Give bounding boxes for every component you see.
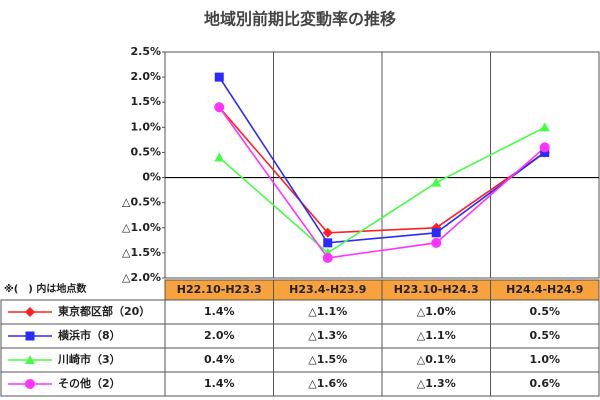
chart-title: 地域別前期比変動率の推移 [204,10,396,29]
point [540,147,550,157]
table-cell: 0.4% [204,353,235,366]
point [322,227,333,238]
y-tick-label: 2.0% [130,70,161,83]
point [431,228,441,238]
point [214,72,224,82]
table-cell: 1.4% [204,305,235,318]
legend-label: その他（2） [58,376,121,390]
point [431,177,442,187]
legend-label: 横浜市（8） [58,328,121,342]
point [431,237,442,248]
point [25,307,35,317]
series-line [218,76,546,244]
table-cell: 1.4% [204,377,235,390]
table-cell: △1.3% [417,377,456,390]
x-tick-label: H23.10-H24.3 [394,283,479,296]
y-tick-label: 0.5% [130,145,161,158]
series-line [218,106,546,234]
point [25,379,35,389]
table-cell: △1.0% [417,305,456,318]
point [322,252,333,263]
point [323,238,333,248]
series-line [218,106,546,259]
x-tick-label: H23.4-H23.9 [289,283,366,296]
x-tick-label: H24.4-H24.9 [506,283,583,296]
point [539,122,550,132]
table-cell: 0.5% [529,329,560,342]
table-cell: △1.3% [308,329,347,342]
table-cell: 1.0% [529,353,560,366]
table-cell: 0.6% [529,377,560,390]
legend-label: 東京都区部（20） [58,304,150,318]
y-tick-label: △1.0% [122,221,161,234]
table-row [0,371,600,397]
table-cell: 0.5% [529,305,560,318]
x-tick-label: H22.10-H23.3 [177,283,262,296]
point [25,331,35,341]
note: ※( ) 内は地点数 [4,282,87,295]
y-tick-label: △1.5% [122,246,161,259]
y-tick-label: △0.5% [122,196,161,209]
legend-label: 川崎市（3） [57,352,121,366]
table-cell: 2.0% [204,329,235,342]
y-tick-label: 1.0% [130,120,161,133]
y-tick-label: △2.0% [122,271,161,284]
table-cell: △1.1% [308,305,347,318]
series-line [218,126,546,254]
table-cell: △1.5% [308,353,347,366]
y-tick-label: 0% [142,171,161,184]
y-tick-label: 2.5% [130,45,161,58]
point [214,102,225,113]
table-cell: △0.1% [417,353,456,366]
point [539,142,550,153]
point [25,355,35,364]
y-tick-label: 1.5% [130,95,161,108]
point [214,152,225,162]
table-cell: △1.1% [417,329,456,342]
table-cell: △1.6% [308,377,347,390]
